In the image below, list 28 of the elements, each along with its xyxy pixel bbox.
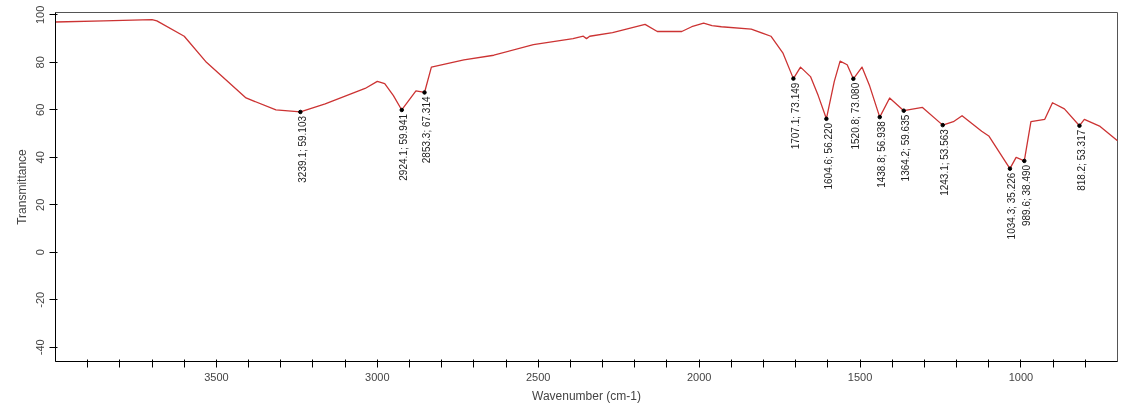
annotation: 1034.3; 35.226: [1006, 172, 1018, 240]
y-tick-label: -40: [34, 339, 47, 356]
x-tick-label: 1000: [1008, 370, 1034, 383]
annotation: 2924.1; 59.941: [398, 113, 410, 181]
y-axis-title: Transmittance: [14, 148, 29, 225]
annotation: 1243.1; 53.563: [939, 128, 951, 196]
y-tick-label: 20: [34, 198, 47, 211]
y-tick-label: 0: [34, 249, 47, 256]
annotation: 2853.3; 67.314: [421, 96, 433, 164]
annotation: 1364.2; 59.635: [900, 114, 912, 182]
y-tick-label: -20: [34, 291, 47, 308]
annotation: 989.6; 38.490: [1020, 164, 1032, 227]
x-tick-label: 2500: [525, 370, 551, 383]
annotation: 818.2; 53.317: [1075, 129, 1087, 191]
annotation: 1520.8; 73.080: [849, 82, 861, 150]
annotation: 1604.6; 56.220: [822, 122, 834, 190]
annotation: 3239.1; 59.103: [296, 115, 308, 183]
x-tick-label: 2000: [686, 370, 712, 383]
y-tick-label: 60: [34, 103, 47, 116]
y-tick-label: 80: [34, 56, 47, 69]
y-tick-label: 100: [34, 5, 47, 25]
x-tick-label: 3000: [365, 370, 390, 383]
annotation: 1707.1; 73.149: [789, 82, 801, 150]
annotation: 1438.8; 56.938: [876, 120, 888, 188]
x-axis-title: Wavenumber (cm-1): [532, 388, 641, 403]
y-tick-label: 40: [34, 151, 47, 164]
x-tick-label: 1500: [847, 370, 873, 383]
x-tick-label: 3500: [204, 370, 229, 383]
